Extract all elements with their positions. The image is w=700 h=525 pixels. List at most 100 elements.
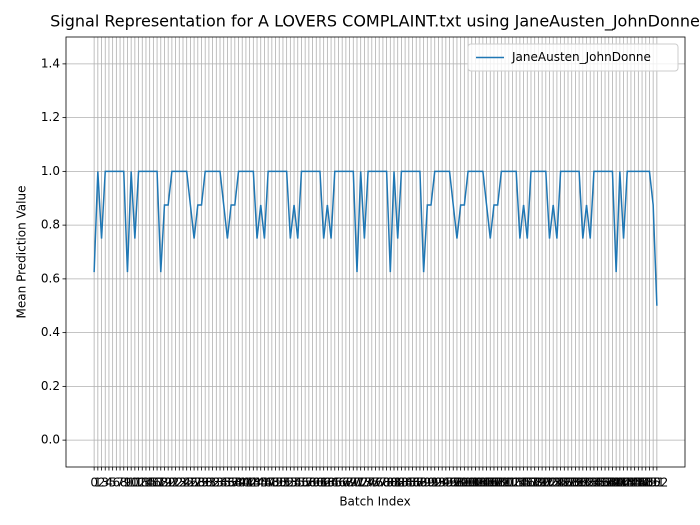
x-tick-label: 18 xyxy=(153,476,168,490)
x-tick-label: 64 xyxy=(323,476,338,490)
x-tick-label: 134 xyxy=(579,476,602,490)
x-tick-label: 149 xyxy=(634,476,657,490)
x-tick-label: 25 xyxy=(179,476,194,490)
x-tick-label: 58 xyxy=(301,476,316,490)
x-tick-label: 117 xyxy=(516,476,539,490)
legend-label: JaneAusten_JohnDonne xyxy=(511,50,651,64)
y-tick-label: 0.2 xyxy=(41,379,60,393)
x-tick-label: 99 xyxy=(453,476,468,490)
x-tick-label: 29 xyxy=(194,476,209,490)
x-tick-label: 44 xyxy=(249,476,264,490)
x-tick-label: 114 xyxy=(505,476,528,490)
x-tick-label: 60 xyxy=(309,476,324,490)
x-tick-label: 50 xyxy=(272,476,287,490)
y-tick-label: 1.0 xyxy=(41,164,60,178)
x-tick-label: 141 xyxy=(605,476,628,490)
x-tick-label: 53 xyxy=(283,476,298,490)
x-tick-label: 67 xyxy=(335,476,350,490)
x-tick-label: 91 xyxy=(423,476,438,490)
x-tick-label: 59 xyxy=(305,476,320,490)
x-tick-label: 73 xyxy=(357,476,372,490)
x-tick-label: 45 xyxy=(253,476,268,490)
x-tick-label: 33 xyxy=(209,476,224,490)
x-tick-label: 93 xyxy=(431,476,446,490)
x-tick-label: 7 xyxy=(116,476,124,490)
x-tick-label: 63 xyxy=(320,476,335,490)
x-tick-label: 139 xyxy=(597,476,620,490)
x-tick-label: 40 xyxy=(235,476,250,490)
x-tick-label: 4 xyxy=(105,476,113,490)
x-tick-label: 66 xyxy=(331,476,346,490)
y-tick-label: 1.2 xyxy=(41,110,60,124)
x-tick-label: 129 xyxy=(560,476,583,490)
x-tick-label: 92 xyxy=(427,476,442,490)
x-axis-label: Batch Index xyxy=(339,495,410,509)
x-tick-label: 78 xyxy=(375,476,390,490)
x-tick-label: 8 xyxy=(120,476,128,490)
x-tick-label: 108 xyxy=(483,476,506,490)
y-tick-label: 0.4 xyxy=(41,325,60,339)
x-tick-label: 143 xyxy=(612,476,635,490)
y-tick-label: 0.6 xyxy=(41,271,60,285)
x-tick-label: 150 xyxy=(638,476,661,490)
x-tick-label: 69 xyxy=(342,476,357,490)
x-tick-label: 0 xyxy=(90,476,98,490)
x-tick-label: 152 xyxy=(645,476,668,490)
x-tick-label: 6 xyxy=(113,476,121,490)
x-tick-label: 140 xyxy=(601,476,624,490)
y-tick-label: 0.8 xyxy=(41,218,60,232)
x-tick-label: 71 xyxy=(349,476,364,490)
x-tick-label: 103 xyxy=(464,476,487,490)
x-tick-label: 130 xyxy=(564,476,587,490)
x-tick-label: 62 xyxy=(316,476,331,490)
x-tick-label: 145 xyxy=(619,476,642,490)
x-tick-label: 120 xyxy=(527,476,550,490)
x-tick-label: 76 xyxy=(368,476,383,490)
x-tick-label: 128 xyxy=(557,476,580,490)
x-tick-label: 21 xyxy=(164,476,179,490)
x-tick-label: 115 xyxy=(508,476,531,490)
x-tick-label: 68 xyxy=(338,476,353,490)
x-tick-label: 118 xyxy=(520,476,543,490)
x-tick-label: 70 xyxy=(346,476,361,490)
x-tick-label: 147 xyxy=(627,476,650,490)
y-axis-label: Mean Prediction Value xyxy=(15,186,29,319)
x-tick-label: 104 xyxy=(468,476,491,490)
x-tick-label: 89 xyxy=(416,476,431,490)
x-tick-label: 11 xyxy=(127,476,142,490)
x-tick-label: 109 xyxy=(486,476,509,490)
x-tick-label: 12 xyxy=(131,476,146,490)
x-tick-label: 23 xyxy=(172,476,187,490)
x-tick-label: 9 xyxy=(124,476,132,490)
x-tick-label: 138 xyxy=(594,476,617,490)
x-tick-label: 148 xyxy=(631,476,654,490)
x-tick-label: 24 xyxy=(175,476,190,490)
x-tick-label: 30 xyxy=(198,476,213,490)
x-tick-label: 46 xyxy=(257,476,272,490)
x-tick-label: 83 xyxy=(394,476,409,490)
x-tick-label: 96 xyxy=(442,476,457,490)
x-tick-label: 132 xyxy=(571,476,594,490)
x-tick-label: 116 xyxy=(512,476,535,490)
x-tick-label: 137 xyxy=(590,476,613,490)
x-tick-label: 26 xyxy=(183,476,198,490)
x-tick-label: 106 xyxy=(475,476,498,490)
x-tick-label: 124 xyxy=(542,476,565,490)
x-tick-label: 2 xyxy=(98,476,106,490)
x-tick-label: 72 xyxy=(353,476,368,490)
x-tick-label: 112 xyxy=(497,476,520,490)
x-tick-label: 131 xyxy=(568,476,591,490)
x-tick-label: 57 xyxy=(298,476,313,490)
x-tick-label: 42 xyxy=(242,476,257,490)
x-tick-label: 121 xyxy=(531,476,554,490)
x-tick-label: 31 xyxy=(201,476,216,490)
y-tick-label: 1.4 xyxy=(41,56,60,70)
x-tick-label: 48 xyxy=(264,476,279,490)
x-tick-label: 16 xyxy=(146,476,161,490)
x-tick-label: 54 xyxy=(286,476,301,490)
x-tick-label: 94 xyxy=(434,476,449,490)
x-tick-label: 19 xyxy=(157,476,172,490)
x-tick-label: 79 xyxy=(379,476,394,490)
